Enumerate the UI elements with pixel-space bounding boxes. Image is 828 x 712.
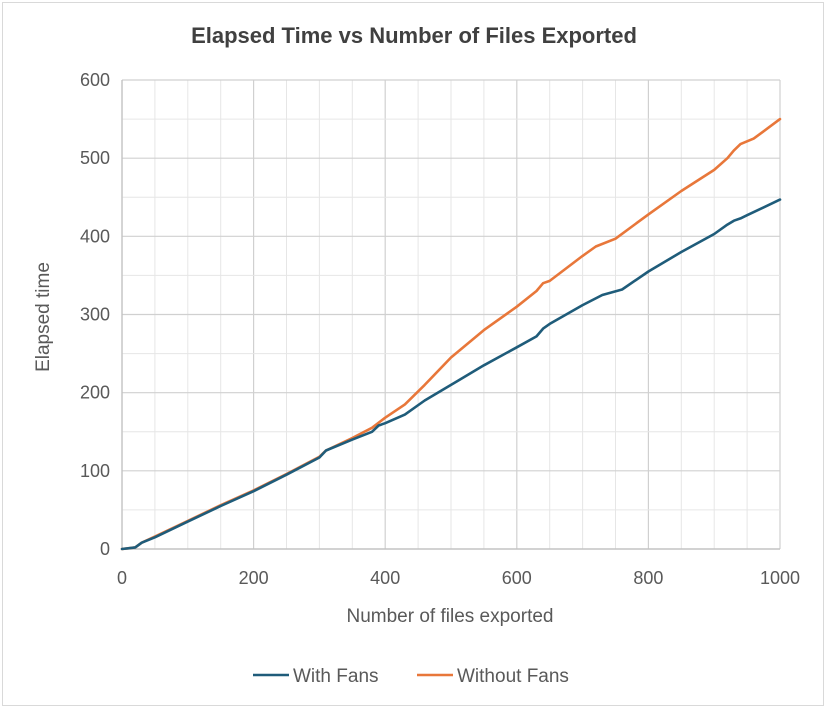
legend-label: With Fans: [293, 666, 379, 687]
y-tick-label: 600: [80, 70, 110, 90]
x-tick-label: 800: [633, 568, 663, 588]
series-lines: [120, 117, 782, 551]
y-axis-ticks: 0 100 200 300 400 500 600: [80, 70, 110, 559]
y-tick-label: 300: [80, 305, 110, 325]
x-tick-label: 0: [117, 568, 127, 588]
x-tick-label: 600: [502, 568, 532, 588]
x-tick-label: 200: [239, 568, 269, 588]
y-tick-label: 100: [80, 461, 110, 481]
legend: With Fans Without Fans: [253, 666, 569, 687]
x-axis-label: Number of files exported: [347, 606, 554, 627]
y-tick-label: 200: [80, 383, 110, 403]
y-tick-label: 400: [80, 226, 110, 246]
y-tick-label: 500: [80, 148, 110, 168]
legend-label: Without Fans: [457, 666, 569, 687]
series-line-with-fans: [120, 198, 782, 551]
chart-title: Elapsed Time vs Number of Files Exported: [191, 23, 637, 48]
x-tick-label: 1000: [760, 568, 800, 588]
y-axis-label: Elapsed time: [33, 262, 54, 372]
line-chart: Elapsed Time vs Number of Files Exported…: [33, 23, 800, 687]
x-tick-label: 400: [370, 568, 400, 588]
y-tick-label: 0: [100, 539, 110, 559]
grid: [121, 79, 781, 550]
x-axis-ticks: 0 200 400 600 800 1000: [117, 568, 800, 588]
